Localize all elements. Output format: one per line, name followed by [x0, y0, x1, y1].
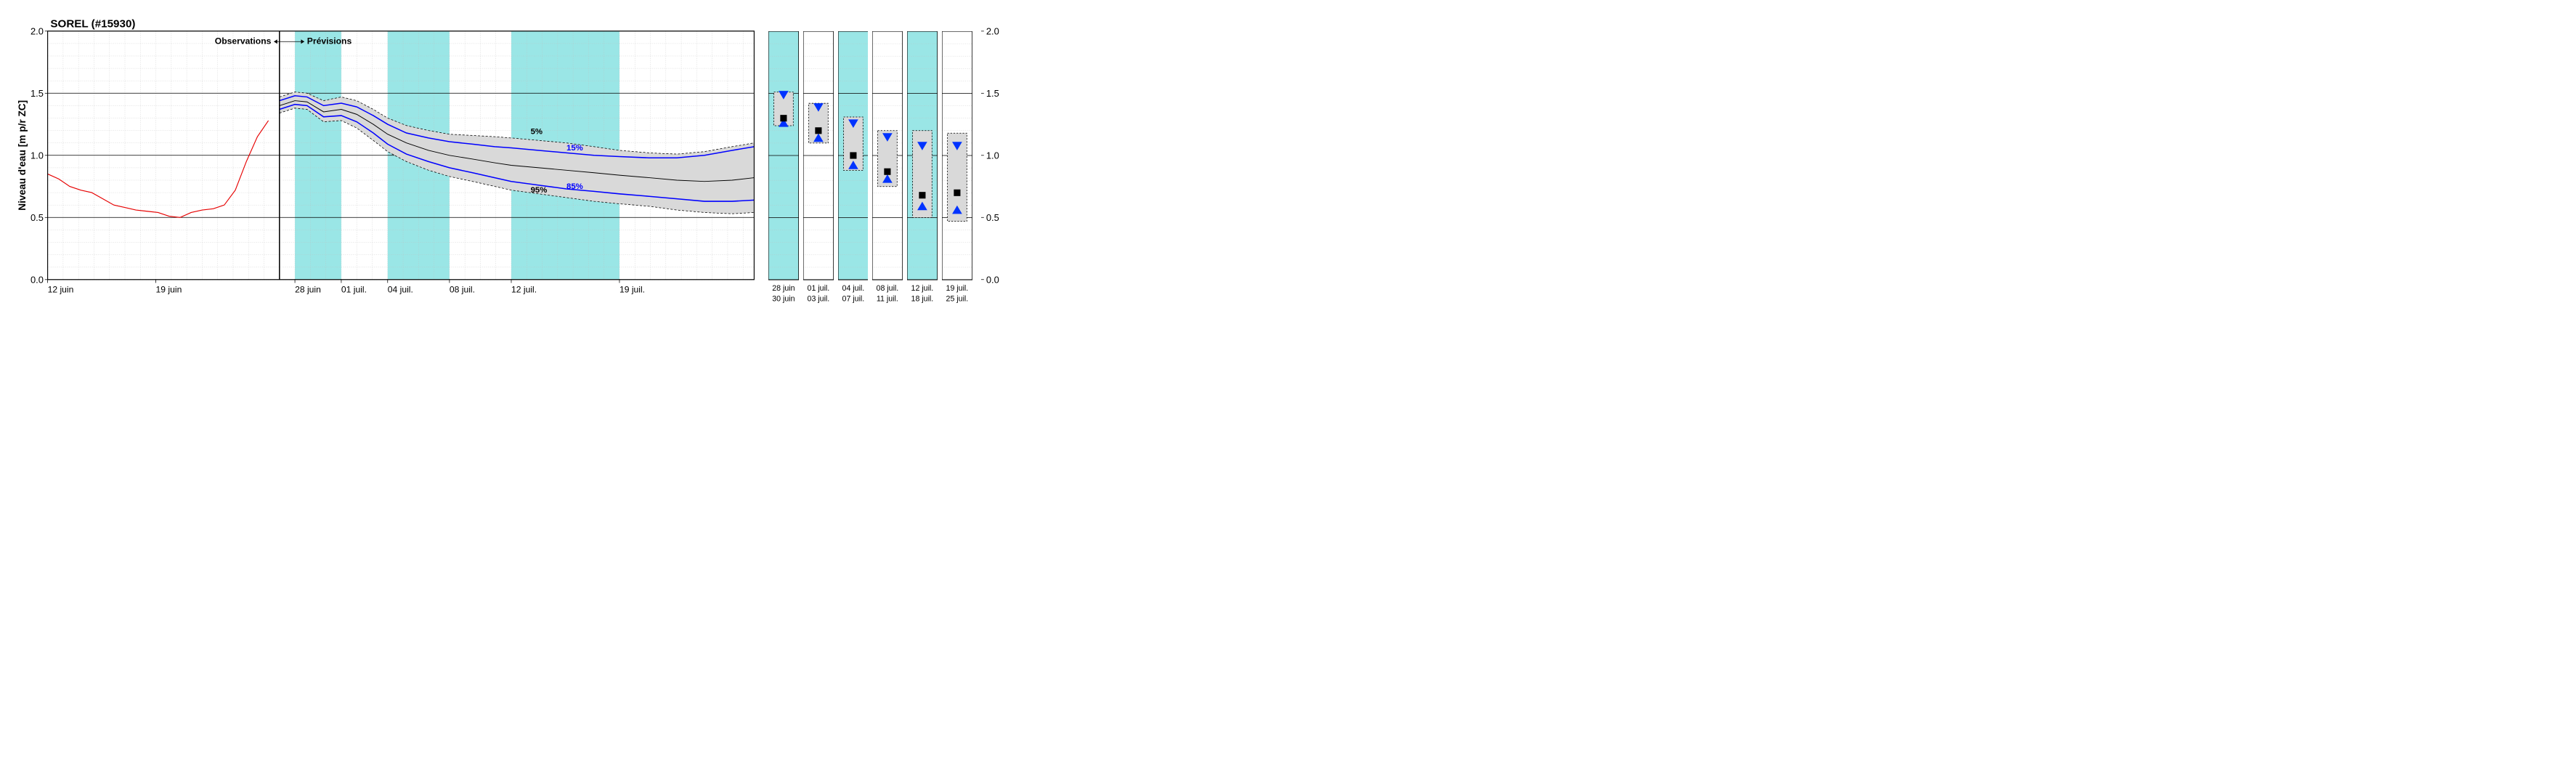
svg-text:08 juil.: 08 juil. — [450, 284, 475, 294]
svg-text:0.5: 0.5 — [31, 212, 44, 223]
svg-text:11 juil.: 11 juil. — [877, 294, 898, 303]
svg-text:28 juin: 28 juin — [295, 284, 321, 294]
svg-text:03 juil.: 03 juil. — [807, 294, 829, 303]
svg-text:85%: 85% — [566, 182, 583, 191]
svg-text:12 juil.: 12 juil. — [911, 284, 934, 293]
svg-text:08 juil.: 08 juil. — [877, 284, 899, 293]
svg-text:1.0: 1.0 — [31, 150, 44, 161]
svg-text:18 juil.: 18 juil. — [911, 294, 934, 303]
svg-text:25 juil.: 25 juil. — [946, 294, 969, 303]
weekly-panel: 01 juil.03 juil. — [803, 15, 834, 312]
svg-text:01 juil.: 01 juil. — [341, 284, 367, 294]
svg-text:1.5: 1.5 — [31, 88, 44, 99]
svg-text:28 juin: 28 juin — [772, 284, 795, 293]
main-chart: SOREL (#15930) Observations Prévisions 5% 15… — [15, 15, 760, 307]
weekly-panel: 28 juin30 juin — [768, 15, 799, 312]
svg-text:Niveau d'eau [m p/r ZC]: Niveau d'eau [m p/r ZC] — [17, 100, 28, 211]
svg-text:07 juil.: 07 juil. — [842, 294, 864, 303]
svg-text:2.0: 2.0 — [986, 25, 999, 36]
svg-text:04 juil.: 04 juil. — [842, 284, 864, 293]
svg-text:1.0: 1.0 — [986, 150, 999, 161]
svg-text:0.5: 0.5 — [986, 212, 999, 223]
svg-text:2.0: 2.0 — [31, 25, 44, 36]
svg-text:Prévisions: Prévisions — [307, 36, 352, 46]
weekly-panels: 28 juin30 juin01 juil.03 juil.04 juil.07… — [768, 15, 972, 312]
svg-text:19 juin: 19 juin — [156, 284, 182, 294]
chart-title: SOREL (#15930) — [50, 17, 135, 30]
weekly-panel: 19 juil.25 juil. — [942, 15, 972, 312]
weekly-panel: 04 juil.07 juil. — [838, 15, 869, 312]
svg-text:0.0: 0.0 — [31, 274, 44, 285]
svg-text:0.0: 0.0 — [986, 274, 999, 285]
weekly-panel: 12 juil.18 juil. — [907, 15, 938, 312]
svg-text:1.5: 1.5 — [986, 88, 999, 99]
right-axis: 0.0 0.5 1.0 1.5 2.0 — [981, 15, 1003, 307]
svg-text:04 juil.: 04 juil. — [388, 284, 413, 294]
weekly-panel: 08 juil.11 juil. — [872, 15, 903, 312]
svg-text:19 juil.: 19 juil. — [946, 284, 969, 293]
svg-text:12 juin: 12 juin — [48, 284, 74, 294]
svg-text:30 juin: 30 juin — [772, 294, 795, 303]
svg-text:01 juil.: 01 juil. — [807, 284, 829, 293]
svg-text:19 juil.: 19 juil. — [619, 284, 645, 294]
svg-text:95%: 95% — [531, 186, 548, 195]
svg-text:12 juil.: 12 juil. — [511, 284, 537, 294]
svg-text:Observations: Observations — [215, 36, 272, 46]
svg-text:5%: 5% — [531, 128, 543, 137]
svg-text:15%: 15% — [566, 144, 583, 153]
